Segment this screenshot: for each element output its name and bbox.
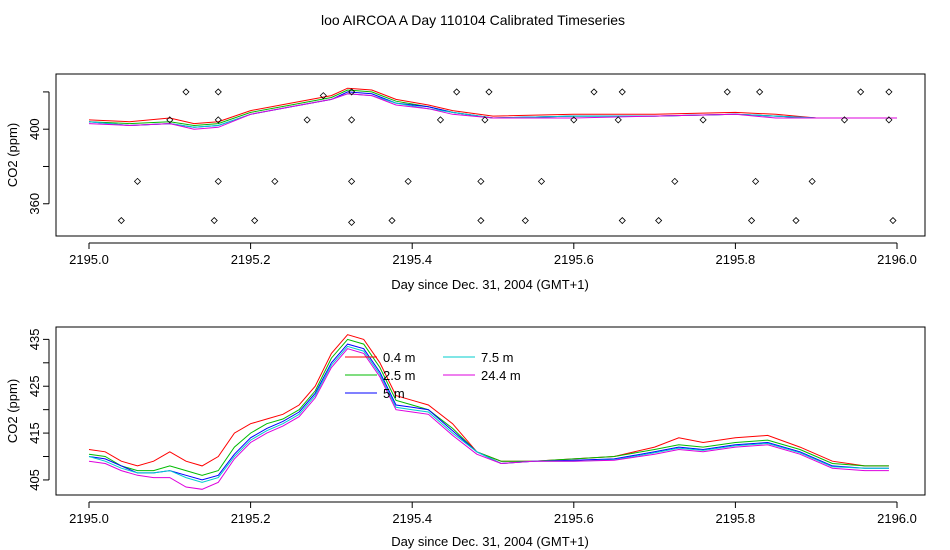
bottom-series-line-4	[88, 345, 889, 483]
data-point	[747, 216, 756, 225]
data-point	[671, 177, 679, 185]
data-point	[348, 177, 356, 185]
bottom-x-tick-label: 2195.2	[231, 511, 271, 526]
data-point	[756, 88, 764, 96]
top-y-tick-label: 400	[27, 118, 42, 140]
bottom-series-line-2	[88, 338, 889, 476]
top-y-tick-label: 360	[27, 193, 42, 215]
top-x-tick-label: 2195.2	[231, 252, 271, 267]
data-point	[348, 218, 356, 226]
top-series-line-1	[88, 87, 897, 125]
data-point	[271, 177, 279, 185]
top-panel: 2195.0 2195.2 2195.4 2195.6 2195.8 2196.0 360…	[5, 73, 926, 292]
data-point	[792, 216, 800, 225]
bottom-series-line-3	[88, 343, 889, 481]
top-y-axis-label: CO2 (ppm)	[5, 123, 20, 187]
legend-label: 24.4 m	[481, 368, 521, 383]
data-point	[210, 216, 218, 225]
data-point	[214, 116, 222, 124]
top-x-tick-label: 2196.0	[877, 252, 917, 267]
data-point	[348, 88, 356, 96]
figure-title: loo AIRCOA A Day 110104 Calibrated Times…	[321, 12, 625, 28]
data-point	[885, 88, 893, 96]
legend-label: 2.5 m	[383, 368, 416, 383]
data-point	[214, 177, 222, 185]
data-point	[655, 216, 663, 225]
data-point	[537, 177, 546, 185]
data-point	[614, 116, 622, 124]
data-point	[133, 177, 142, 185]
data-point	[857, 88, 865, 96]
data-point	[699, 116, 707, 124]
data-point	[303, 116, 311, 124]
data-point	[618, 88, 626, 96]
data-point	[404, 177, 412, 185]
data-point	[570, 116, 578, 124]
data-point	[889, 216, 897, 225]
data-point	[885, 116, 893, 124]
bottom-series-line-5	[88, 348, 889, 490]
top-series-line-5	[88, 93, 897, 130]
data-point	[436, 116, 445, 124]
bottom-x-tick-label: 2195.8	[716, 511, 756, 526]
bottom-x-tick-label: 2196.0	[877, 511, 917, 526]
data-point	[319, 92, 327, 100]
bottom-panel: 2195.0 2195.2 2195.4 2195.6 2195.8 2196.0 405…	[5, 326, 926, 549]
data-point	[481, 116, 489, 124]
data-point	[182, 88, 190, 96]
bottom-x-tick-label: 2195.4	[392, 511, 432, 526]
data-point	[752, 177, 760, 185]
bottom-y-tick-label: 425	[27, 375, 42, 397]
bottom-x-tick-label: 2195.6	[554, 511, 594, 526]
data-point	[388, 216, 396, 225]
data-point	[348, 116, 356, 124]
top-x-axis-label: Day since Dec. 31, 2004 (GMT+1)	[391, 277, 589, 292]
top-points-group	[117, 88, 897, 226]
data-point	[521, 216, 529, 225]
data-point	[214, 88, 222, 96]
top-series-group	[88, 87, 897, 130]
data-point	[723, 88, 731, 96]
bottom-series-group	[88, 334, 889, 490]
data-point	[618, 216, 626, 225]
bottom-y-tick-label: 435	[27, 329, 42, 351]
data-point	[477, 177, 485, 185]
bottom-y-axis: 405 415 425 435	[27, 329, 50, 491]
top-plot-frame	[55, 73, 926, 237]
bottom-legend: 0.4 m 2.5 m 5 m 7.5 m 24.4 m	[345, 350, 521, 401]
bottom-y-tick-label: 405	[27, 469, 42, 491]
top-y-axis: 360 400	[27, 91, 50, 215]
bottom-y-tick-label: 415	[27, 422, 42, 444]
data-point	[251, 216, 259, 225]
top-x-tick-label: 2195.4	[392, 252, 432, 267]
top-x-tick-label: 2195.0	[69, 252, 109, 267]
legend-label: 5 m	[383, 386, 405, 401]
bottom-y-axis-label: CO2 (ppm)	[5, 379, 20, 443]
bottom-x-axis: 2195.0 2195.2 2195.4 2195.6 2195.8 2196.0	[69, 501, 917, 526]
bottom-x-tick-label: 2195.0	[69, 511, 109, 526]
data-point	[840, 116, 849, 124]
top-x-tick-label: 2195.6	[554, 252, 594, 267]
data-point	[590, 88, 598, 96]
top-series-line-2	[88, 89, 897, 127]
top-x-axis: 2195.0 2195.2 2195.4 2195.6 2195.8 2196.0	[69, 242, 917, 267]
data-point	[808, 177, 816, 185]
top-x-tick-label: 2195.8	[716, 252, 756, 267]
data-point	[477, 216, 485, 225]
bottom-x-axis-label: Day since Dec. 31, 2004 (GMT+1)	[391, 534, 589, 549]
bottom-series-line-1	[88, 334, 889, 467]
bottom-plot-frame	[55, 326, 926, 496]
legend-label: 7.5 m	[481, 350, 514, 365]
legend-label: 0.4 m	[383, 350, 416, 365]
data-point	[485, 88, 493, 96]
data-point	[166, 116, 174, 124]
data-point	[453, 88, 461, 96]
data-point	[117, 216, 125, 225]
